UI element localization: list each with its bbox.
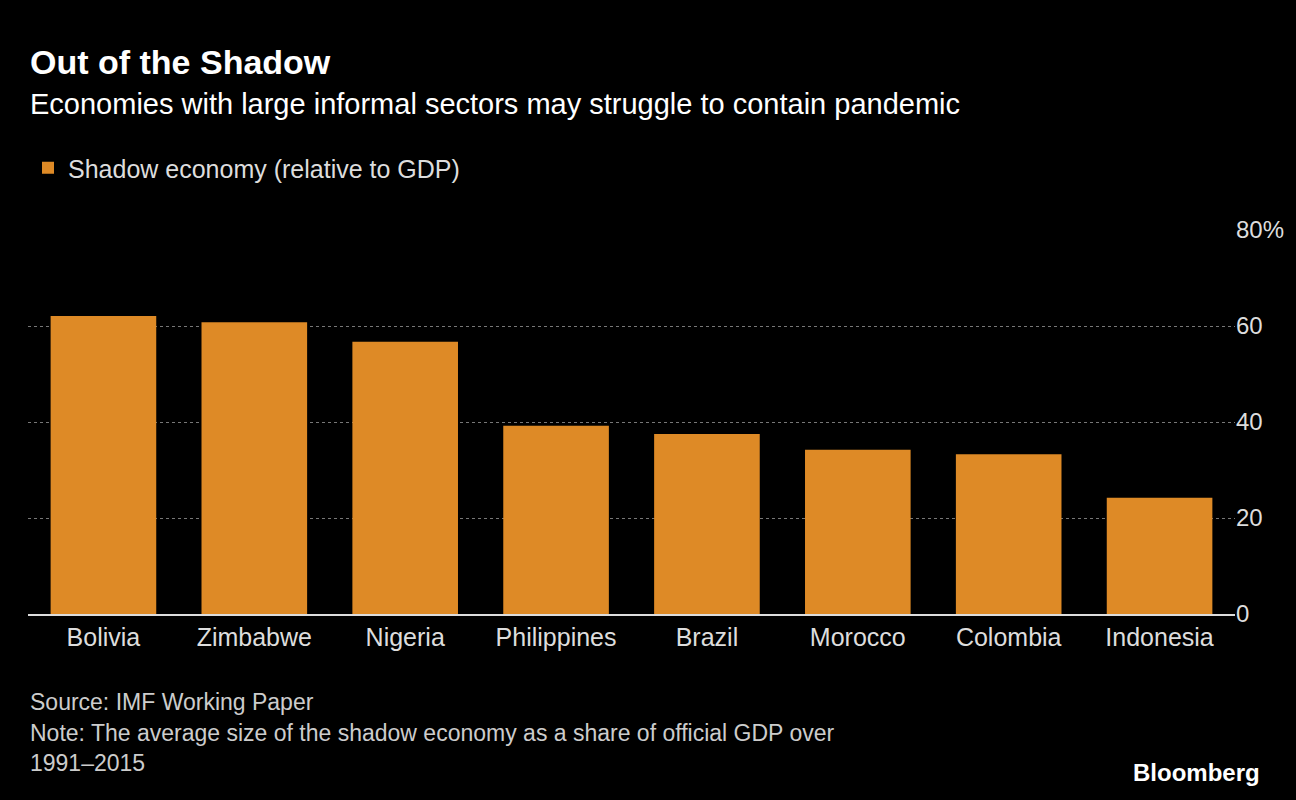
svg-text:Source: IMF Working Paper: Source: IMF Working Paper xyxy=(30,689,314,715)
svg-text:60: 60 xyxy=(1236,312,1263,339)
svg-text:Economies with large informal: Economies with large informal sectors ma… xyxy=(30,88,960,120)
svg-text:Colombia: Colombia xyxy=(956,623,1062,651)
svg-text:Zimbabwe: Zimbabwe xyxy=(197,623,312,651)
svg-text:Bloomberg: Bloomberg xyxy=(1133,759,1260,786)
svg-text:0: 0 xyxy=(1236,600,1249,627)
svg-text:Nigeria: Nigeria xyxy=(366,623,445,651)
svg-text:20: 20 xyxy=(1236,504,1263,531)
svg-text:Philippines: Philippines xyxy=(496,623,617,651)
svg-text:Bolivia: Bolivia xyxy=(67,623,141,651)
svg-text:80%: 80% xyxy=(1236,216,1284,243)
svg-text:Indonesia: Indonesia xyxy=(1105,623,1214,651)
svg-text:Morocco: Morocco xyxy=(810,623,906,651)
svg-text:Out of the Shadow: Out of the Shadow xyxy=(30,43,331,81)
svg-text:40: 40 xyxy=(1236,408,1263,435)
svg-text:Shadow economy (relative to GD: Shadow economy (relative to GDP) xyxy=(68,155,460,183)
svg-text:Brazil: Brazil xyxy=(676,623,739,651)
svg-text:Note: The average size of the: Note: The average size of the shadow eco… xyxy=(30,720,835,776)
